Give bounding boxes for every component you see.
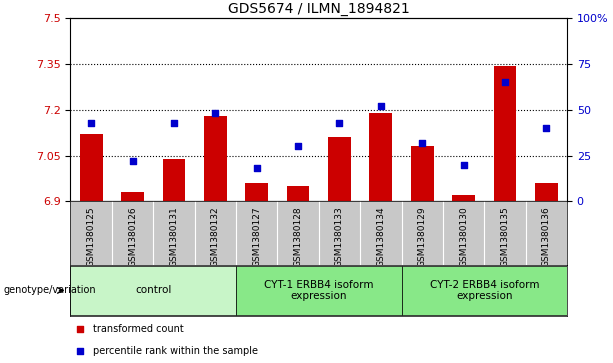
Text: GSM1380136: GSM1380136 — [542, 207, 551, 267]
Bar — [370, 113, 392, 201]
Text: GSM1380126: GSM1380126 — [128, 207, 137, 267]
Text: CYT-2 ERBB4 isoform
expression: CYT-2 ERBB4 isoform expression — [430, 280, 539, 301]
Text: GSM1380131: GSM1380131 — [169, 207, 178, 267]
Point — [252, 166, 262, 171]
Bar — [121, 192, 144, 201]
Text: GSM1380127: GSM1380127 — [252, 207, 261, 267]
Point — [376, 103, 386, 109]
Point — [210, 111, 220, 117]
Point — [417, 140, 427, 146]
Text: control: control — [135, 285, 172, 295]
Point — [459, 162, 468, 168]
Title: GDS5674 / ILMN_1894821: GDS5674 / ILMN_1894821 — [228, 2, 409, 16]
Point — [128, 158, 137, 164]
Point — [75, 326, 85, 332]
Bar — [287, 186, 310, 201]
Text: genotype/variation: genotype/variation — [3, 285, 96, 295]
Bar — [402, 266, 567, 315]
Bar — [236, 266, 402, 315]
Bar — [328, 137, 351, 201]
Point — [86, 120, 96, 126]
Text: CYT-1 ERBB4 isoform
expression: CYT-1 ERBB4 isoform expression — [264, 280, 373, 301]
Bar — [162, 159, 185, 201]
Bar — [245, 183, 268, 201]
Bar — [535, 183, 558, 201]
Text: GSM1380129: GSM1380129 — [417, 207, 427, 267]
Text: GSM1380128: GSM1380128 — [294, 207, 303, 267]
Point — [293, 144, 303, 150]
Text: GSM1380135: GSM1380135 — [500, 207, 509, 267]
Text: percentile rank within the sample: percentile rank within the sample — [93, 346, 258, 356]
Bar — [411, 146, 433, 201]
Bar — [452, 195, 475, 201]
Text: GSM1380130: GSM1380130 — [459, 207, 468, 267]
Point — [75, 348, 85, 354]
Bar — [70, 266, 236, 315]
Text: GSM1380132: GSM1380132 — [211, 207, 220, 267]
Bar — [80, 134, 102, 201]
Bar — [493, 65, 516, 201]
Point — [335, 120, 345, 126]
Text: transformed count: transformed count — [93, 324, 183, 334]
Point — [500, 79, 510, 85]
Text: GSM1380134: GSM1380134 — [376, 207, 386, 267]
Text: GSM1380133: GSM1380133 — [335, 207, 344, 267]
Point — [169, 120, 179, 126]
Point — [541, 125, 551, 131]
Bar — [204, 116, 227, 201]
Text: GSM1380125: GSM1380125 — [86, 207, 96, 267]
